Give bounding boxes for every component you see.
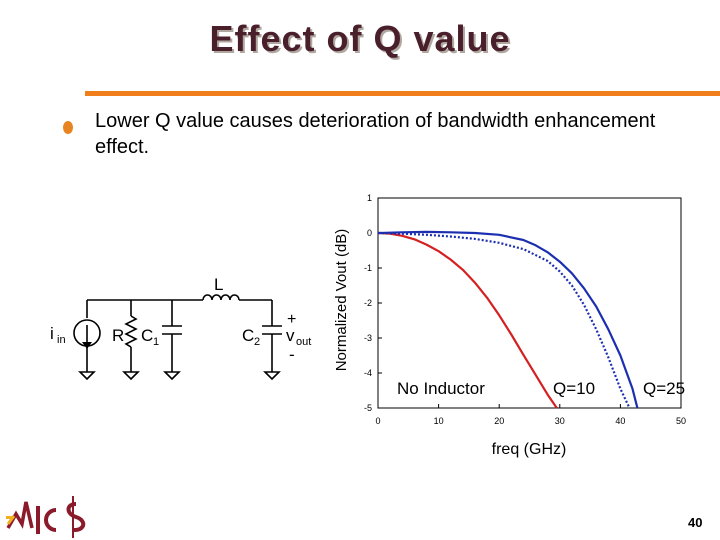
c1-label: C xyxy=(141,326,153,345)
current-source-subscript: in xyxy=(57,334,66,346)
y-tick-label: 0 xyxy=(367,228,372,238)
legend-q25: Q=25 xyxy=(643,379,685,398)
plot-frame xyxy=(377,197,682,409)
bullet-dot-icon xyxy=(63,121,73,134)
series-line-0 xyxy=(377,231,558,409)
x-tick-label: 50 xyxy=(676,416,686,426)
inductor-icon xyxy=(202,294,240,301)
x-tick-label: 40 xyxy=(615,416,625,426)
series-line-1 xyxy=(377,231,631,409)
current-source-icon xyxy=(73,319,101,347)
y-tick-label: 1 xyxy=(367,193,372,203)
y-tick-label: -4 xyxy=(364,368,372,378)
c2-subscript: 2 xyxy=(254,336,260,348)
legend-q10: Q=10 xyxy=(553,379,595,398)
ground-icon xyxy=(122,371,140,381)
title-divider xyxy=(85,91,720,96)
legend-no-inductor: No Inductor xyxy=(397,379,485,398)
y-tick-label: -2 xyxy=(364,298,372,308)
y-tick-label: -1 xyxy=(364,263,372,273)
vout-subscript: out xyxy=(296,336,311,348)
c2-label: C xyxy=(242,326,254,345)
y-axis-label: Normalized Vout (dB) xyxy=(333,229,350,372)
x-tick-label: 20 xyxy=(494,416,504,426)
y-tick-label: -5 xyxy=(364,403,372,413)
series-line-2 xyxy=(377,230,639,409)
inductor-label: L xyxy=(214,275,223,294)
bullet-text: Lower Q value causes deterioration of ba… xyxy=(95,110,656,158)
vout-minus: - xyxy=(289,345,295,364)
ground-icon xyxy=(163,371,181,381)
current-source-label: i xyxy=(50,324,54,343)
c1-subscript: 1 xyxy=(153,336,159,348)
resistor-label: R xyxy=(112,326,124,345)
vout-plus: + xyxy=(287,311,296,328)
x-tick-label: 10 xyxy=(434,416,444,426)
y-tick-label: -3 xyxy=(364,333,372,343)
current-arrow-head-icon xyxy=(82,342,92,349)
ground-icon xyxy=(263,371,281,381)
x-axis-label: freq (GHz) xyxy=(492,441,567,458)
ground-icon xyxy=(78,371,96,381)
mics-logo xyxy=(6,496,86,538)
resistor-icon xyxy=(124,315,138,348)
slide-title: Effect of Q value xyxy=(209,18,511,59)
page-number: 40 xyxy=(688,515,703,530)
vout-label: v xyxy=(286,326,295,345)
x-tick-label: 30 xyxy=(555,416,565,426)
x-tick-label: 0 xyxy=(375,416,380,426)
